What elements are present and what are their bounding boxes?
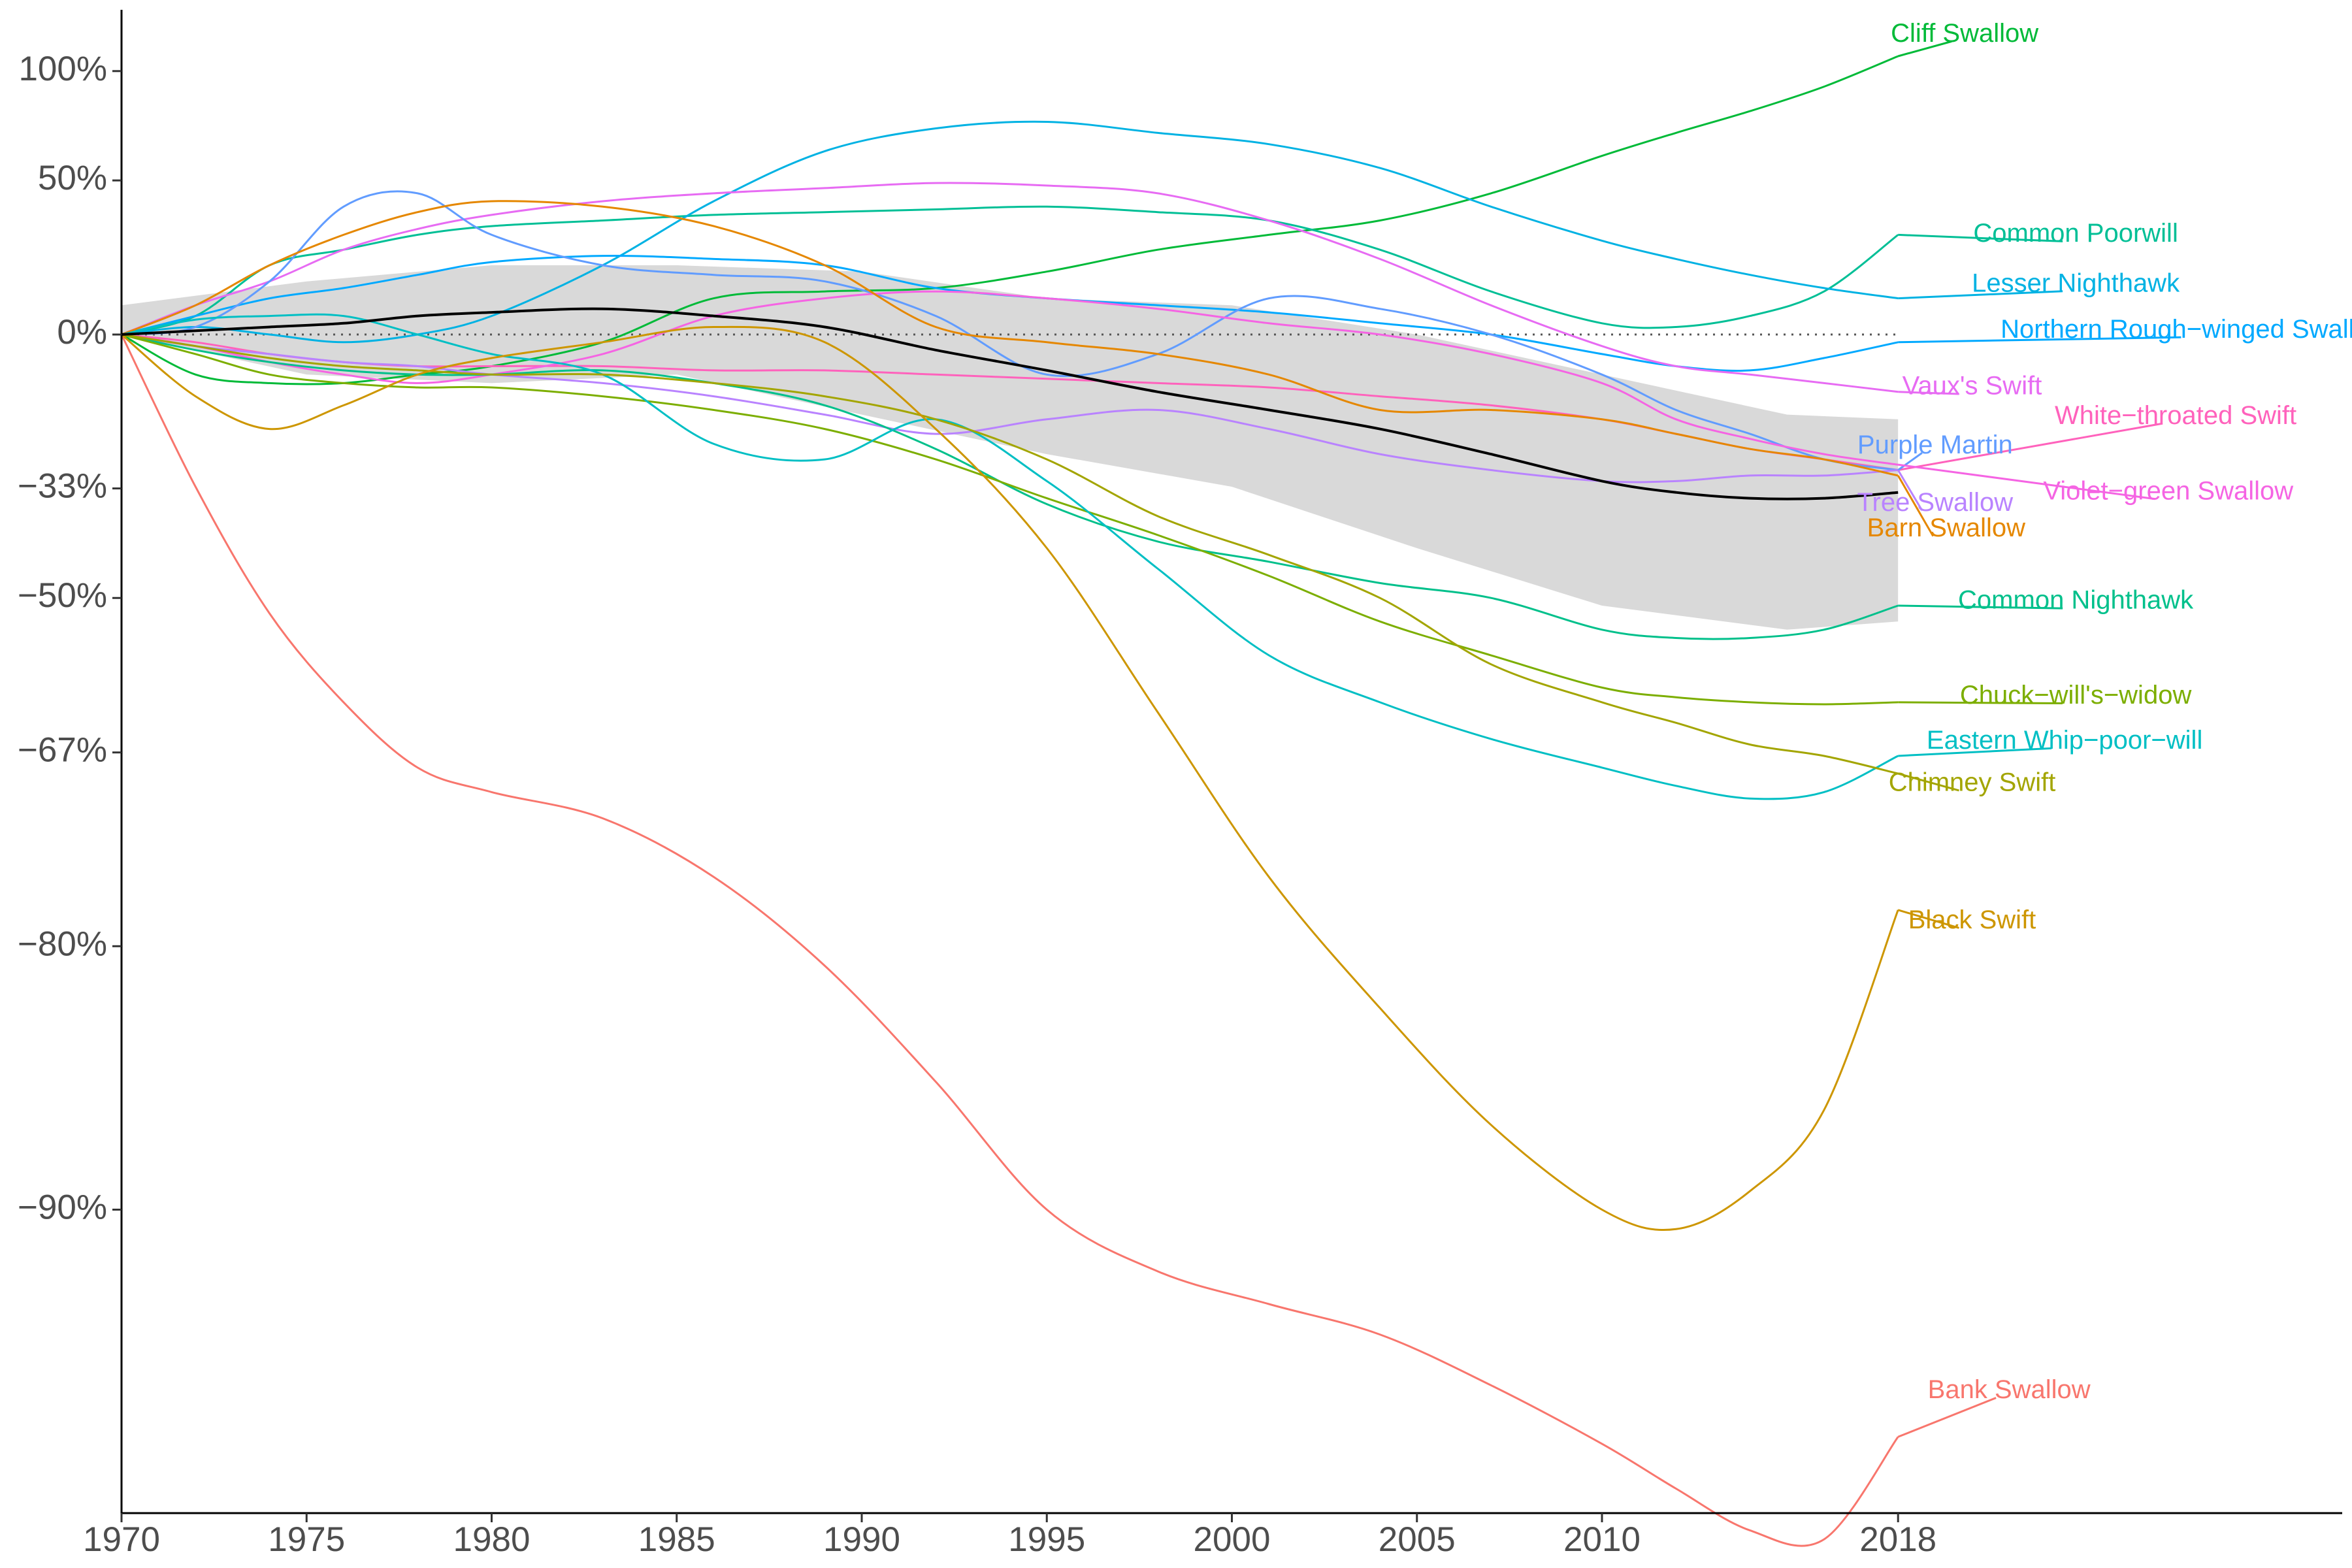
x-tick-label: 2000 bbox=[1194, 1520, 1271, 1559]
y-tick-label: −50% bbox=[18, 576, 107, 615]
x-tick-label: 1995 bbox=[1008, 1520, 1085, 1559]
series-label-northern-rough-winged-swallow: Northern Rough−winged Swallow bbox=[2001, 315, 2352, 344]
series-label-barn-swallow: Barn Swallow bbox=[1867, 514, 2025, 542]
series-line-bank-swallow bbox=[120, 334, 1899, 1547]
series-leader-white-throated-swift bbox=[1897, 422, 2163, 471]
series-line-lesser-nighthawk bbox=[121, 120, 1899, 344]
x-tick-label: 2005 bbox=[1379, 1520, 1456, 1559]
y-tick-label: 0% bbox=[57, 313, 107, 351]
x-tick-label: 1990 bbox=[823, 1520, 900, 1559]
series-leader-purple-martin bbox=[1897, 452, 1923, 471]
series-label-violet-green-swallow: Violet−green Swallow bbox=[2043, 476, 2293, 505]
y-tick-label: −90% bbox=[18, 1188, 107, 1226]
series-line-overall-trend bbox=[121, 307, 1899, 500]
series-leader-northern-rough-winged-swallow bbox=[1898, 336, 2181, 344]
series-leader-chimney-swift bbox=[1897, 772, 1959, 792]
y-tick-label: 50% bbox=[38, 159, 107, 197]
series-leader-vaux-s-swift bbox=[1898, 391, 1959, 395]
x-tick-label: 2018 bbox=[1859, 1520, 1936, 1559]
series-label-vaux-s-swift: Vaux's Swift bbox=[1903, 372, 2042, 400]
series-line-vaux-s-swift bbox=[121, 182, 1899, 393]
y-tick-label: 100% bbox=[18, 50, 107, 88]
series-leader-tree-swallow bbox=[1897, 469, 1923, 511]
axes: 100% 50% 0% −33% −50% −67% −80% −90% 1970 1975 198… bbox=[18, 10, 2342, 1559]
series-line-purple-martin bbox=[121, 190, 1899, 471]
series-leader-lesser-nighthawk bbox=[1898, 290, 2063, 300]
x-tick-label: 1980 bbox=[453, 1520, 531, 1559]
series-label-purple-martin: Purple Martin bbox=[1857, 431, 2013, 459]
series-label-cliff-swallow: Cliff Swallow bbox=[1891, 19, 2038, 48]
series-label-common-nighthawk: Common Nighthawk bbox=[1958, 586, 2194, 615]
x-tick-label: 1975 bbox=[268, 1520, 345, 1559]
series-line-eastern-whip-poor-will bbox=[121, 313, 1899, 800]
series-leader-barn-swallow bbox=[1897, 475, 1935, 537]
series-lines-layer bbox=[120, 55, 1899, 1547]
series-label-lesser-nighthawk: Lesser Nighthawk bbox=[1972, 269, 2180, 297]
series-leader-bank-swallow bbox=[1897, 1397, 1997, 1438]
series-line-common-poorwill bbox=[121, 205, 1899, 336]
series-label-eastern-whip-poor-will: Eastern Whip−poor−will bbox=[1927, 726, 2202, 755]
series-leader-black-swift bbox=[1897, 909, 1959, 929]
series-leader-common-poorwill bbox=[1898, 233, 2063, 242]
series-line-barn-swallow bbox=[121, 200, 1899, 477]
series-leader-cliff-swallow bbox=[1897, 40, 1952, 57]
series-label-chimney-swift: Chimney Swift bbox=[1889, 768, 2056, 796]
series-label-black-swift: Black Swift bbox=[1908, 906, 2036, 934]
series-line-black-swift bbox=[121, 325, 1899, 1232]
series-leader-violet-green-swallow bbox=[1898, 463, 2155, 500]
series-label-common-poorwill: Common Poorwill bbox=[1973, 219, 2178, 248]
series-line-chuck-will-s-widow bbox=[121, 333, 1899, 706]
x-tick-label: 1985 bbox=[638, 1520, 715, 1559]
series-label-tree-swallow: Tree Swallow bbox=[1857, 488, 2014, 517]
y-tick-label: −67% bbox=[18, 731, 107, 770]
series-leader-chuck-will-s-widow bbox=[1898, 701, 2063, 705]
series-leader-eastern-whip-poor-will bbox=[1898, 747, 2052, 757]
confidence-band bbox=[122, 265, 1899, 630]
series-line-chimney-swift bbox=[121, 333, 1899, 775]
y-tick-label: −80% bbox=[18, 924, 107, 963]
x-tick-label: 2010 bbox=[1563, 1520, 1641, 1559]
series-label-chuck-will-s-widow: Chuck−will's−widow bbox=[1960, 681, 2192, 710]
series-label-white-throated-swift: White−throated Swift bbox=[2055, 401, 2296, 430]
series-labels-layer: Bank Swallow Cliff Swallow Common Poorwill… bbox=[1857, 19, 2352, 1438]
confidence-band-layer bbox=[122, 265, 1899, 630]
series-leader-common-nighthawk bbox=[1898, 604, 2063, 610]
series-line-tree-swallow bbox=[121, 333, 1899, 483]
series-label-bank-swallow: Bank Swallow bbox=[1928, 1375, 2091, 1404]
y-tick-label: −33% bbox=[18, 467, 107, 506]
x-tick-label: 1970 bbox=[83, 1520, 160, 1559]
series-line-violet-green-swallow bbox=[121, 290, 1899, 466]
